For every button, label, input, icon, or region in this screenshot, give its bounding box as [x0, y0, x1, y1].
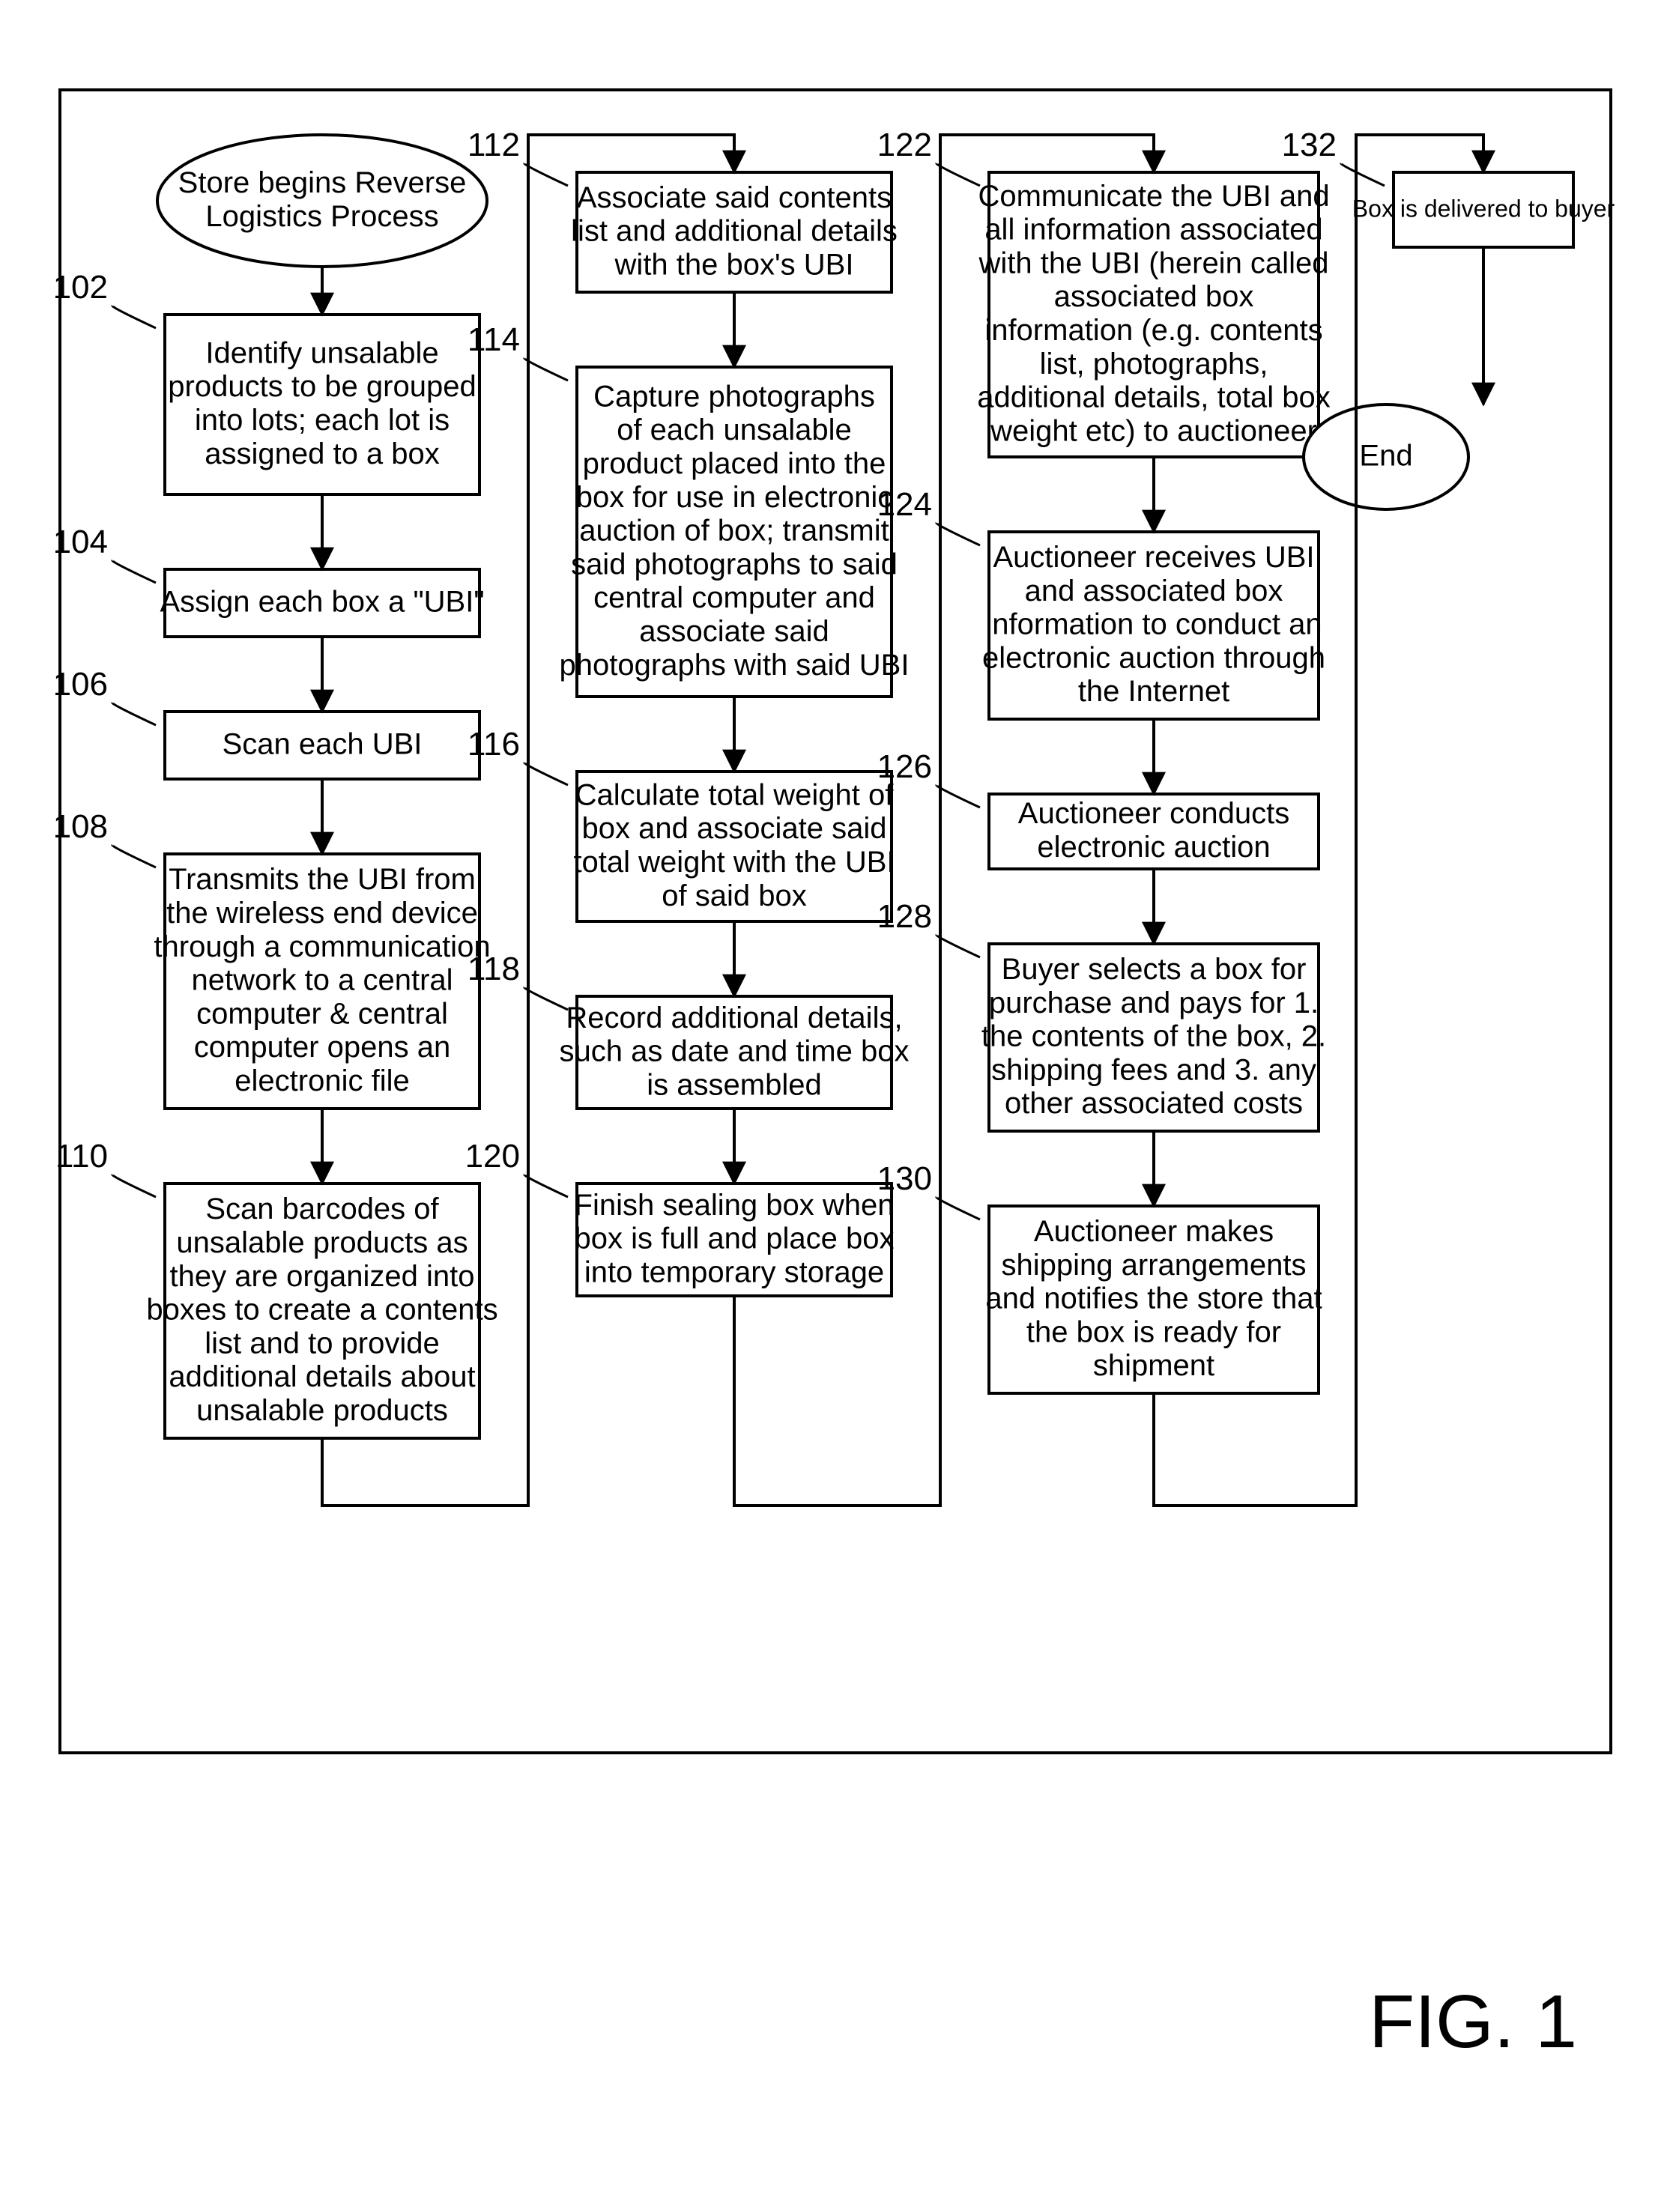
ref-leader-118 — [524, 987, 568, 1010]
ref-label-130: 130 — [877, 1160, 932, 1197]
ref-leader-110 — [112, 1175, 156, 1197]
svg-text:Transmits the UBI fromthe wire: Transmits the UBI fromthe wireless end d… — [154, 863, 490, 1097]
ref-label-116: 116 — [468, 726, 520, 763]
ref-label-114: 114 — [468, 321, 520, 358]
svg-text:Identify unsalableproducts to: Identify unsalableproducts to be grouped… — [168, 336, 476, 470]
svg-text:Associate said contentslist an: Associate said contentslist and addition… — [571, 181, 898, 282]
ref-label-124: 124 — [877, 486, 932, 523]
ref-leader-106 — [112, 703, 156, 725]
svg-text:Store begins ReverseLogistics: Store begins ReverseLogistics Process — [178, 166, 467, 233]
ref-leader-126 — [937, 785, 980, 807]
ref-leader-132 — [1341, 163, 1385, 186]
ref-leader-108 — [112, 845, 156, 867]
svg-text:End: End — [1359, 440, 1412, 473]
svg-text:Buyer selects a box forpurchas: Buyer selects a box forpurchase and pays… — [981, 953, 1326, 1120]
ref-label-104: 104 — [53, 524, 108, 560]
ref-label-126: 126 — [877, 748, 932, 785]
ref-leader-116 — [524, 763, 568, 785]
ref-leader-130 — [937, 1197, 980, 1219]
ref-label-110: 110 — [55, 1138, 108, 1175]
ref-leader-122 — [937, 163, 980, 186]
ref-leader-120 — [524, 1175, 568, 1197]
svg-text:Scan each UBI: Scan each UBI — [223, 728, 423, 761]
ref-label-128: 128 — [877, 898, 932, 935]
ref-label-102: 102 — [53, 269, 108, 306]
svg-text:Scan barcodes ofunsalable prod: Scan barcodes ofunsalable products asthe… — [146, 1193, 497, 1427]
ref-label-118: 118 — [468, 951, 520, 987]
ref-label-122: 122 — [877, 127, 932, 163]
ref-leader-114 — [524, 358, 568, 381]
ref-label-106: 106 — [53, 666, 108, 703]
ref-leader-104 — [112, 560, 156, 583]
ref-label-132: 132 — [1282, 127, 1337, 163]
ref-leader-102 — [112, 306, 156, 328]
svg-text:Communicate the UBI andall inf: Communicate the UBI andall information a… — [977, 180, 1330, 448]
ref-label-108: 108 — [53, 808, 108, 845]
ref-leader-124 — [937, 523, 980, 545]
svg-text:Box is delivered to buyer: Box is delivered to buyer — [1352, 195, 1615, 222]
ref-label-120: 120 — [465, 1138, 520, 1175]
svg-text:Auctioneer conductselectronic: Auctioneer conductselectronic auction — [1018, 797, 1289, 864]
ref-leader-128 — [937, 935, 980, 957]
svg-text:Finish sealing box whenbox is: Finish sealing box whenbox is full and p… — [575, 1189, 895, 1289]
svg-text:Assign each box a "UBI": Assign each box a "UBI" — [160, 586, 484, 619]
figure-label: FIG. 1 — [1369, 1980, 1577, 2064]
ref-label-112: 112 — [468, 127, 520, 163]
ref-leader-112 — [524, 163, 568, 186]
